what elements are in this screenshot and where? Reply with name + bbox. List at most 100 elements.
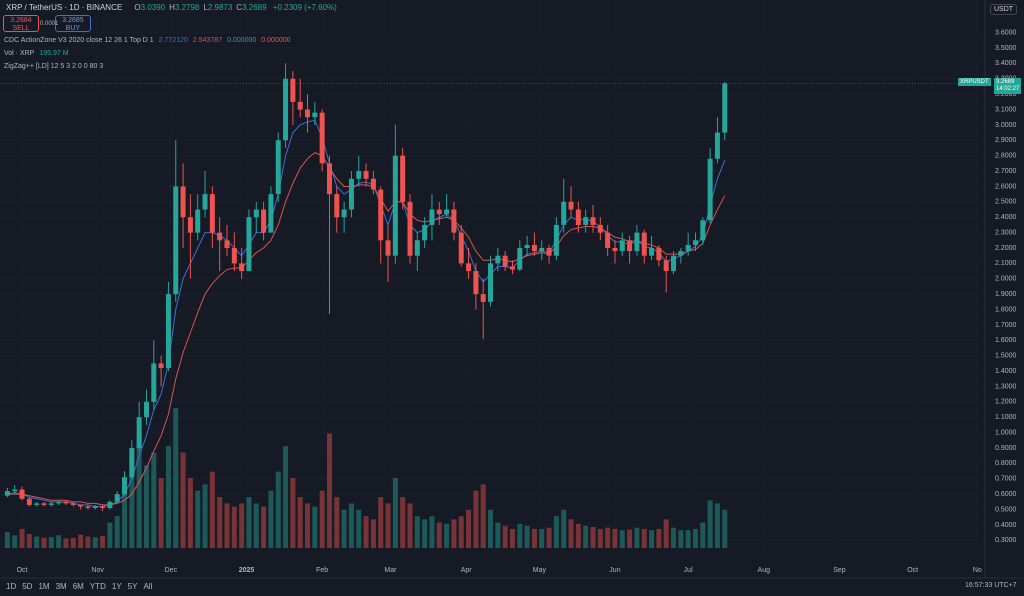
candle-body: [19, 489, 25, 499]
volume-bar: [12, 535, 18, 548]
volume-bar: [605, 527, 611, 548]
candle-body: [63, 501, 69, 504]
volume-bar: [275, 471, 281, 548]
candle-body: [649, 248, 655, 256]
ohlc-value: 3.0390: [140, 3, 166, 12]
volume-bar: [143, 465, 149, 548]
candle-body: [692, 240, 698, 245]
candle-body: [85, 506, 91, 508]
indicator-value: 195.97 M: [39, 50, 69, 57]
volume-bar: [619, 530, 625, 548]
range-button[interactable]: 3M: [55, 582, 67, 591]
candle-body: [385, 240, 391, 256]
price-tag: 3.2689 14:02:27: [994, 78, 1022, 94]
candle-body: [612, 248, 618, 252]
volume-bar: [700, 522, 706, 548]
indicator-name[interactable]: ZigZag++ [LD] 12 5 3 2 0 0 80 3: [4, 63, 104, 70]
volume-bar: [107, 522, 113, 548]
candle-body: [539, 248, 545, 252]
range-button[interactable]: All: [143, 582, 153, 591]
volume-bar: [341, 509, 347, 548]
candle-body: [56, 501, 62, 504]
volume-bar: [85, 536, 91, 548]
volume-bar: [34, 536, 40, 548]
candle-body: [641, 232, 647, 256]
y-tick-label: 0.4000: [995, 522, 1017, 529]
symbol[interactable]: XRP / TetherUS · 1D · BINANCE: [6, 3, 123, 12]
ohlc-value: 3.2689: [242, 3, 267, 12]
range-button[interactable]: YTD: [89, 582, 106, 591]
volume-bar: [239, 503, 245, 548]
y-tick-label: 2.7000: [995, 168, 1017, 175]
buy-button[interactable]: 3.2685 BUY: [55, 15, 91, 32]
volume-bar: [392, 478, 398, 548]
y-tick-label: 2.5000: [995, 199, 1017, 206]
volume-bar: [4, 532, 10, 548]
indicator-name[interactable]: CDC ActionZone V3 2020 close 12 26 1 Top…: [4, 37, 154, 44]
candle-body: [217, 232, 223, 241]
volume-bar: [663, 519, 669, 548]
candle-body: [400, 155, 406, 202]
y-tick-label: 3.0000: [995, 122, 1017, 129]
candle-body: [275, 140, 281, 195]
candle-body: [34, 503, 40, 505]
volume-bar: [114, 516, 120, 548]
currency-button[interactable]: USDT: [990, 4, 1018, 15]
y-tick-label: 1.2000: [995, 399, 1017, 406]
candle-body: [590, 217, 596, 225]
indicator-row: Vol · XRP 195.97 M: [4, 50, 69, 57]
ohlc-value: 2.9873: [207, 3, 233, 12]
volume-bar: [714, 503, 720, 548]
candle-body: [605, 232, 611, 248]
y-tick-label: 0.3000: [995, 537, 1017, 544]
y-tick-label: 3.1000: [995, 106, 1017, 113]
volume-bar: [473, 490, 479, 548]
candle-body: [436, 209, 442, 215]
volume-bar: [590, 527, 596, 548]
candle-body: [173, 186, 179, 295]
change: +0.2309 (+7.60%): [272, 3, 337, 12]
y-tick-label: 0.6000: [995, 491, 1017, 498]
candle-body: [509, 266, 515, 270]
volume-bar: [546, 527, 552, 548]
volume-bar: [348, 503, 354, 548]
candle-body: [231, 248, 237, 264]
volume-bar: [290, 478, 296, 548]
candle-body: [517, 248, 523, 270]
range-button[interactable]: 6M: [72, 582, 84, 591]
ohlc-key: O: [134, 3, 141, 12]
volume-bar: [41, 537, 47, 548]
candle-body: [224, 240, 230, 248]
candle-body: [92, 506, 98, 508]
candle-body: [422, 224, 428, 241]
candle-body: [392, 155, 398, 256]
sell-button[interactable]: 3.2684 SELL: [3, 15, 39, 32]
candle-body: [129, 448, 135, 478]
range-button[interactable]: 1D: [6, 582, 17, 591]
volume-bar: [48, 537, 54, 548]
volume-bar: [400, 497, 406, 548]
volume-bar: [378, 497, 384, 548]
candle-body: [356, 171, 362, 179]
volume-bar: [100, 535, 106, 548]
volume-bar: [151, 452, 157, 548]
candle-body: [363, 171, 369, 179]
candle-body: [634, 232, 640, 252]
range-button[interactable]: 1Y: [111, 582, 122, 591]
volume-bar: [488, 509, 494, 548]
volume-bar: [678, 530, 684, 548]
indicator-name[interactable]: Vol · XRP: [4, 50, 35, 57]
y-tick-label: 3.4000: [995, 60, 1017, 67]
y-tick-label: 1.1000: [995, 414, 1017, 421]
volume-bar: [297, 497, 303, 548]
volume-bar: [451, 519, 457, 548]
candle-body: [180, 186, 186, 218]
range-button[interactable]: 1M: [38, 582, 50, 591]
volume-bar: [78, 534, 84, 548]
y-tick-label: 3.5000: [995, 45, 1017, 52]
volume-bar: [429, 516, 435, 548]
range-button[interactable]: 5Y: [127, 582, 138, 591]
range-button[interactable]: 5D: [22, 582, 33, 591]
candle-body: [305, 109, 311, 118]
volume-bar: [312, 506, 318, 548]
